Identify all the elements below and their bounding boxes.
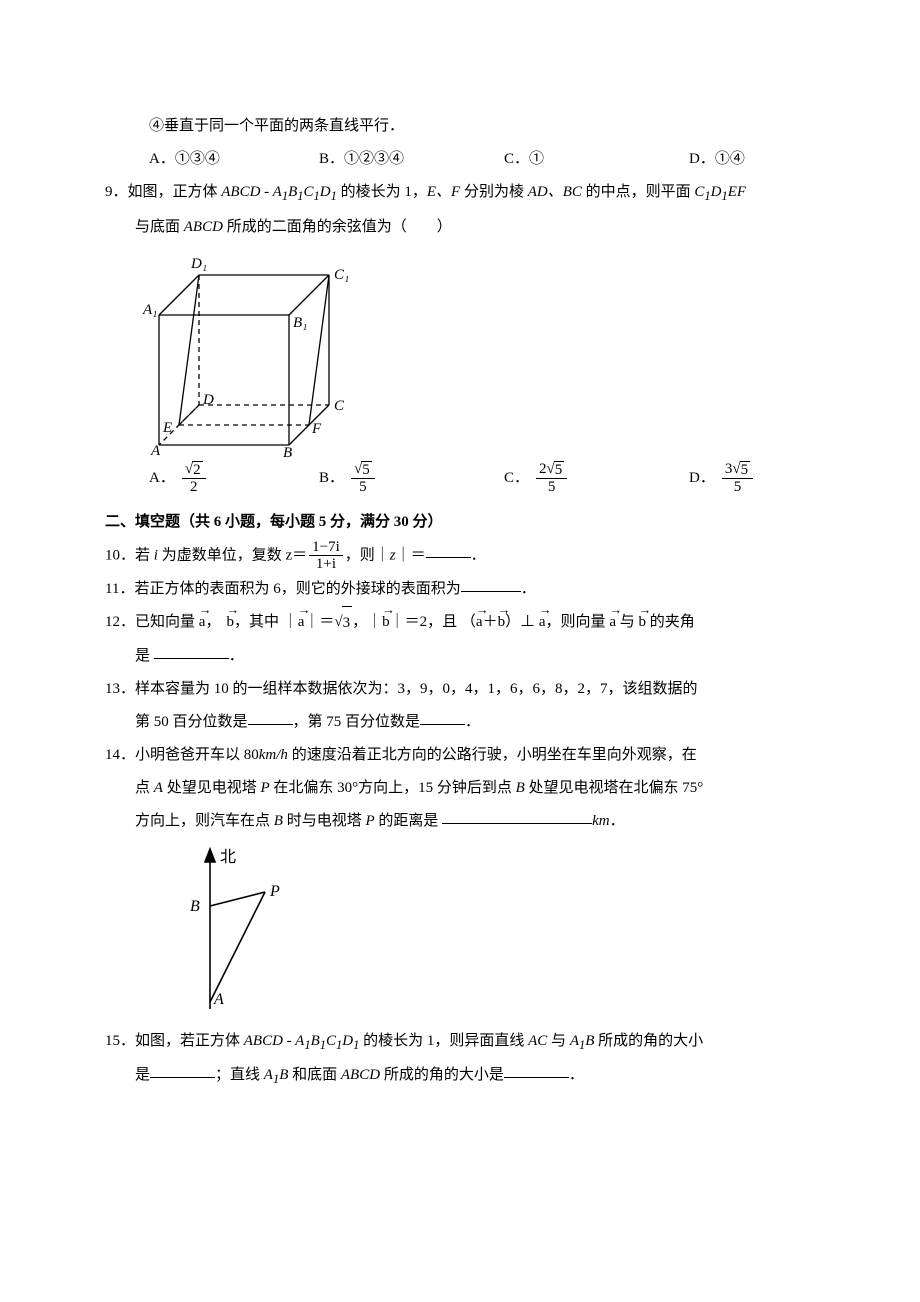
q10: 10．若 i 为虚数单位，复数 z＝1−7i1+i，则｜z｜＝． [105, 539, 815, 573]
q13-blank2 [420, 710, 465, 725]
q9-mid2: 分别为棱 [460, 184, 528, 200]
svg-text:B: B [283, 445, 292, 457]
q9-plane: C1D1EF [694, 184, 746, 200]
q14-line1: 14．小明爸爸开车以 80km/h 的速度沿着正北方向的公路行驶，小明坐在车里向… [105, 739, 815, 772]
q13-line2: 第 50 百分位数是，第 75 百分位数是． [105, 706, 815, 739]
section-2-title: 二、填空题（共 6 小题，每小题 5 分，满分 30 分） [105, 506, 815, 539]
svg-text:C: C [334, 398, 345, 414]
vec-b: b [226, 606, 234, 639]
svg-text:C₁: C₁ [334, 267, 349, 283]
vec-a: a [199, 606, 206, 639]
q15-blank2 [504, 1063, 569, 1078]
q15-line1: 15．如图，若正方体 ABCD - A1B1C1D1 的棱长为 1，则异面直线 … [105, 1025, 815, 1060]
q9-line1: 9．如图，正方体 ABCD - A1B1C1D1 的棱长为 1，E、F 分别为棱… [105, 176, 815, 211]
q9-choice-b: B． 55 [319, 461, 504, 496]
svg-text:A: A [150, 443, 161, 457]
svg-text:F: F [311, 421, 322, 437]
q14-line2: 点 A 处望见电视塔 P 在北偏东 30°方向上，15 分钟后到点 B 处望见电… [105, 772, 815, 805]
svg-text:A₁: A₁ [142, 302, 157, 318]
q8-choice-c: C．① [504, 143, 689, 176]
q11-blank [461, 577, 521, 592]
svg-text:P: P [269, 883, 280, 900]
svg-text:D: D [202, 392, 214, 408]
q15-solid: ABCD - A1B1C1D1 [244, 1033, 360, 1049]
q9-choice-c: C． 255 [504, 461, 689, 496]
svg-text:北: 北 [220, 848, 236, 866]
svg-text:B: B [190, 898, 200, 915]
q8-stmt4: ④垂直于同一个平面的两条直线平行． [105, 110, 815, 143]
q8-choice-a: A．①③④ [149, 143, 319, 176]
q9-line2: 与底面 ABCD 所成的二面角的余弦值为（ ） [105, 211, 815, 244]
q9-choice-d: D． 355 [689, 461, 755, 496]
q13-line1: 13．样本容量为 10 的一组样本数据依次为：3，9，0，4，1，6，6，8，2… [105, 673, 815, 706]
q10-blank [426, 543, 471, 558]
q9-figure: D₁ C₁ A₁ B₁ D C E F A B [111, 252, 815, 457]
q8-choices: A．①③④ B．①②③④ C．① D．①④ [105, 143, 815, 176]
svg-text:B₁: B₁ [293, 315, 307, 331]
q9-ef: E、F [427, 184, 460, 200]
q15-blank1 [150, 1063, 215, 1078]
q9-solid: ABCD - A1B1C1D1 [221, 184, 337, 200]
q9-mid1: 的棱长为 1， [337, 184, 427, 200]
q8-choice-d: D．①④ [689, 143, 745, 176]
q15-line2: 是；直线 A1B 和底面 ABCD 所成的角的大小是． [105, 1059, 815, 1094]
q11: 11．若正方体的表面积为 6，则它的外接球的表面积为． [105, 573, 815, 606]
q13-blank1 [248, 710, 293, 725]
svg-text:A: A [213, 991, 224, 1008]
svg-text:D₁: D₁ [190, 256, 207, 272]
q12-line2: 是 ． [105, 640, 815, 673]
q9-choice-a: A． 22 [149, 461, 319, 496]
q9-mid3: 的中点，则平面 [582, 184, 695, 200]
q8-choice-b: B．①②③④ [319, 143, 504, 176]
q14-blank [442, 809, 592, 824]
q14-line3: 方向上，则汽车在点 B 时与电视塔 P 的距离是 km． [105, 805, 815, 838]
svg-text:E: E [162, 420, 172, 436]
q9-prefix: 9．如图，正方体 [105, 184, 221, 200]
q9-edges: AD、BC [528, 184, 582, 200]
q9-choices: A． 22 B． 55 C． 255 D． 355 [105, 461, 815, 496]
q12-line1: 12．已知向量 a，b，其中 ｜a｜＝3，｜b｜＝2，且 （a＋b）⊥ a，则向… [105, 606, 815, 640]
q14-figure: 北 B P A [135, 844, 815, 1019]
q12-blank [154, 644, 229, 659]
